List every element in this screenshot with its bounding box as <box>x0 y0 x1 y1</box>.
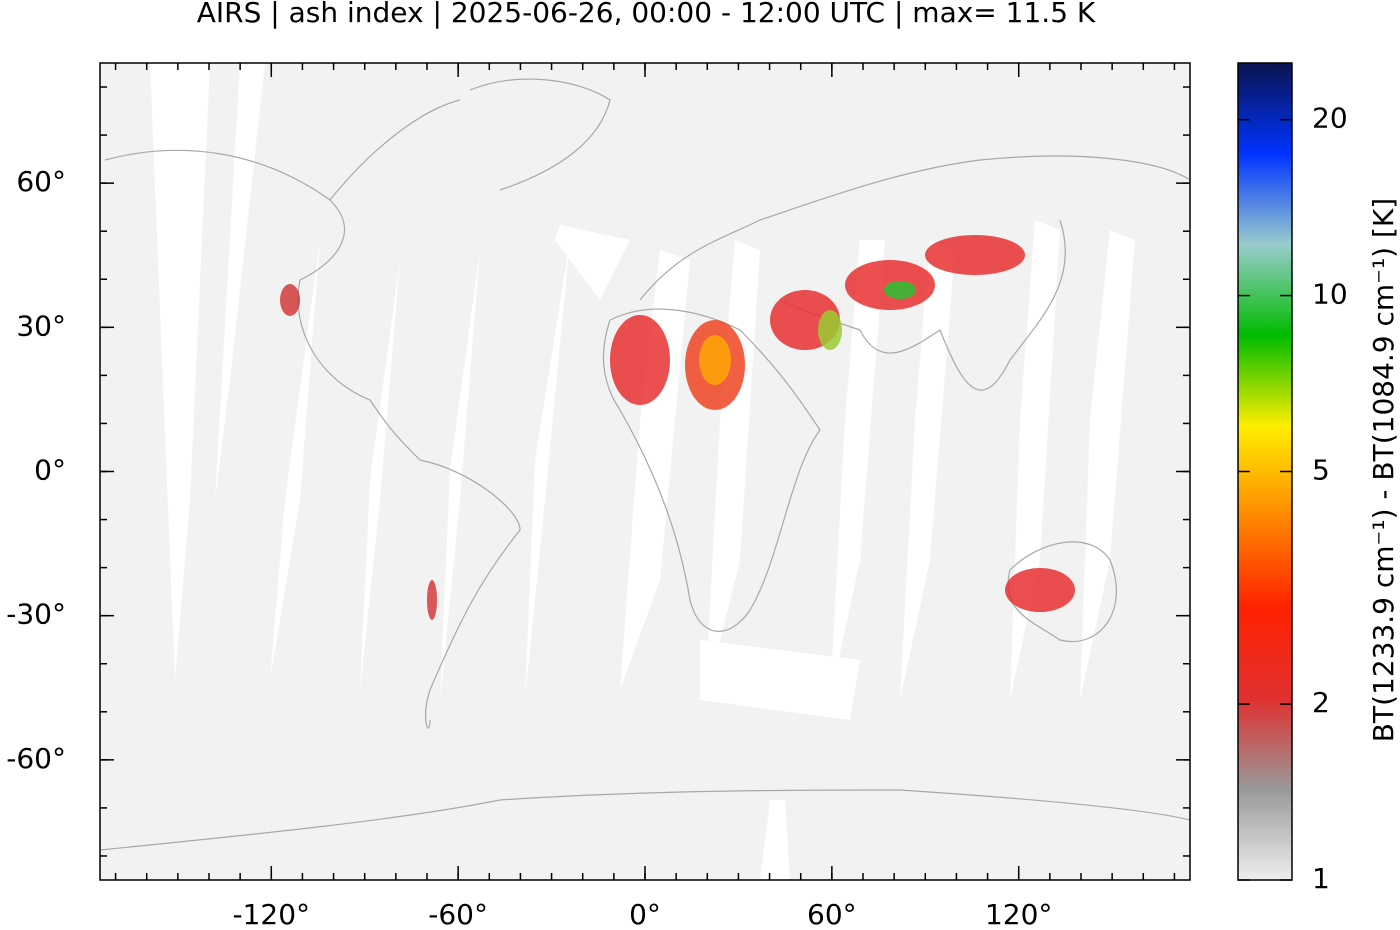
x-tick-label: 60° <box>807 898 857 930</box>
colorbar-tick-label: 5 <box>1312 454 1330 487</box>
colorbar-tick-label: 20 <box>1312 102 1348 135</box>
colorbar-tick-label: 2 <box>1312 686 1330 719</box>
x-tick-label: -120° <box>233 898 311 930</box>
ash-index-fields <box>280 235 1075 620</box>
map <box>100 63 1190 880</box>
x-tick-label: 0° <box>629 898 661 930</box>
x-tick-label: -60° <box>428 898 488 930</box>
y-tick-label: -60° <box>6 742 66 775</box>
data-gaps <box>150 63 1135 880</box>
colorbar-label: BT(1233.9 cm⁻¹) - BT(1084.9 cm⁻¹) [K] <box>1367 198 1400 742</box>
y-tick-label: 60° <box>16 165 66 198</box>
y-tick-label: -30° <box>6 598 66 631</box>
y-tick-label: 0° <box>34 454 66 487</box>
y-tick-label: 30° <box>16 309 66 342</box>
coastlines <box>100 78 1190 851</box>
colorbar-tick-label: 1 <box>1312 862 1330 895</box>
x-tick-label: 120° <box>985 898 1052 930</box>
chart-title: AIRS | ash index | 2025-06-26, 00:00 - 1… <box>197 0 1096 29</box>
colorbar-tick-label: 10 <box>1312 278 1348 311</box>
